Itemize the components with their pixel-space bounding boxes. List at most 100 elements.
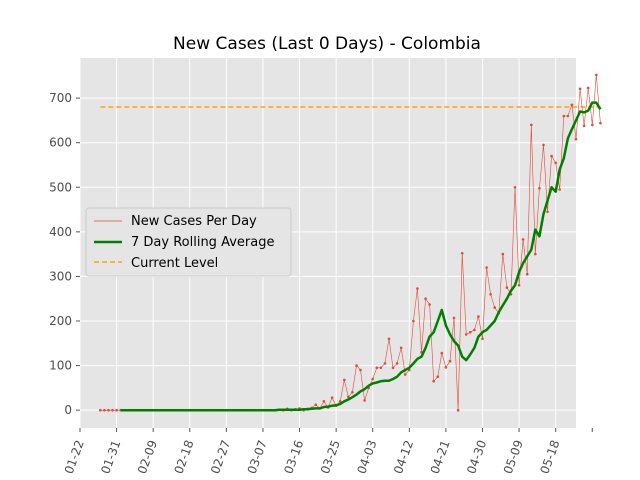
- new-cases-point: [517, 284, 521, 287]
- y-tick-label: 500: [49, 180, 72, 194]
- new-cases-point: [550, 154, 553, 158]
- x-tick-label: 01-22: [62, 438, 87, 476]
- new-cases-point: [595, 73, 598, 77]
- new-cases-point: [379, 366, 383, 370]
- new-cases-point: [444, 366, 448, 369]
- new-cases-point: [351, 391, 354, 394]
- new-cases-point: [448, 359, 452, 363]
- new-cases-point: [574, 137, 578, 141]
- y-tick-label: 400: [49, 225, 72, 239]
- new-cases-point: [493, 306, 497, 309]
- axes: 0 100 200 300 400 500 600 700 01-22 01-31 02-09 02-…: [49, 91, 593, 476]
- y-tick-label: 200: [49, 314, 72, 328]
- new-cases-point: [314, 403, 318, 407]
- new-cases-point: [322, 400, 326, 403]
- new-cases-point: [505, 286, 509, 289]
- new-cases-point: [558, 188, 561, 191]
- new-cases-point: [469, 330, 472, 334]
- new-cases-point: [456, 408, 460, 412]
- y-tick-label: 300: [49, 269, 72, 283]
- new-cases-point: [562, 114, 566, 118]
- legend-label-current-level: Current Level: [131, 256, 218, 271]
- new-cases-point: [481, 337, 484, 341]
- x-tick-label: 02-27: [208, 438, 233, 476]
- x-tick-label: 01-31: [98, 438, 123, 476]
- legend: New Cases Per Day 7 Day Rolling Average …: [85, 207, 292, 277]
- new-cases-point: [578, 87, 582, 91]
- new-cases-point: [363, 399, 366, 402]
- legend-label-rolling-average: 7 Day Rolling Average: [131, 235, 274, 250]
- new-cases-point: [111, 408, 114, 412]
- new-cases-point: [115, 408, 118, 412]
- new-cases-point: [107, 408, 110, 412]
- new-cases-point: [591, 123, 594, 127]
- new-cases-point: [343, 378, 346, 382]
- new-cases-point: [375, 366, 379, 370]
- x-tick-label: 02-09: [135, 438, 160, 476]
- new-cases-point: [428, 303, 431, 306]
- x-tick-label: 04-03: [354, 438, 379, 476]
- new-cases-point: [399, 346, 403, 350]
- new-cases-point: [582, 124, 586, 128]
- new-cases-point: [566, 114, 570, 118]
- x-tick-label: 05-18: [537, 438, 562, 476]
- new-cases-point: [387, 337, 391, 341]
- new-cases-point: [338, 400, 342, 403]
- y-tick-label: 700: [49, 91, 72, 105]
- new-cases-point: [395, 362, 399, 365]
- new-cases-point: [538, 186, 541, 190]
- new-cases-point: [513, 186, 517, 189]
- new-cases-point: [521, 238, 525, 241]
- new-cases-point: [542, 143, 545, 147]
- new-cases-point: [570, 103, 574, 107]
- new-cases-point: [436, 375, 440, 379]
- x-tick-label: 04-21: [428, 438, 453, 476]
- new-cases-point: [347, 395, 350, 399]
- new-cases-point: [464, 333, 468, 336]
- new-cases-point: [371, 377, 375, 381]
- new-cases-point: [432, 379, 436, 383]
- new-cases-point: [99, 408, 102, 412]
- new-cases-point: [359, 368, 362, 372]
- new-cases-point: [554, 161, 557, 165]
- new-cases-point: [525, 272, 529, 276]
- legend-label-new-cases: New Cases Per Day: [131, 214, 257, 229]
- x-tick-label: 03-25: [318, 438, 343, 476]
- new-cases-point: [412, 319, 415, 323]
- chart-title: New Cases (Last 0 Days) - Colombia: [173, 34, 481, 54]
- x-tick-label: 03-16: [281, 438, 306, 476]
- new-cases-point: [489, 293, 492, 296]
- legend-box: [85, 207, 292, 277]
- new-cases-point: [530, 123, 533, 127]
- new-cases-point: [485, 266, 488, 269]
- new-cases-point: [355, 364, 358, 367]
- new-cases-point: [330, 396, 334, 400]
- x-tick-label: 04-12: [391, 438, 416, 476]
- new-cases-point: [534, 252, 537, 256]
- new-cases-point: [424, 297, 427, 301]
- new-cases-point: [477, 315, 480, 318]
- new-cases-point: [103, 408, 106, 412]
- y-tick-label: 100: [49, 359, 72, 373]
- new-cases-point: [501, 252, 505, 256]
- new-cases-point: [546, 210, 549, 214]
- new-cases-point: [452, 316, 456, 320]
- new-cases-point: [473, 328, 476, 332]
- new-cases-point: [599, 121, 602, 125]
- x-tick-label: 05-09: [501, 438, 526, 476]
- new-cases-point: [440, 351, 444, 355]
- series: [99, 73, 602, 412]
- x-tick-label: 02-18: [172, 438, 197, 476]
- x-tick-label: 03-07: [245, 438, 270, 476]
- new-cases-point: [403, 373, 407, 376]
- x-tick-label: 04-30: [464, 438, 489, 476]
- y-tick-label: 0: [64, 403, 72, 417]
- y-tick-label: 600: [49, 136, 72, 150]
- new-cases-point: [586, 86, 590, 90]
- new-cases-point: [460, 252, 464, 255]
- new-cases-point: [383, 362, 387, 365]
- new-cases-point: [416, 287, 419, 290]
- rolling-average-line: [120, 101, 602, 412]
- new-cases-point: [391, 366, 395, 370]
